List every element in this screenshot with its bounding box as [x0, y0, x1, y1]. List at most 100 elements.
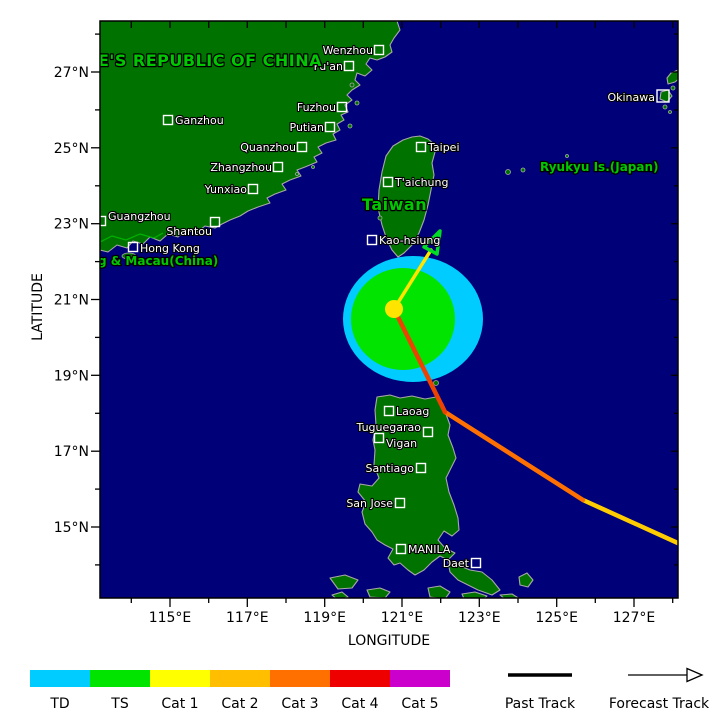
legend-swatch-cat1	[150, 670, 210, 687]
city-marker-fuan	[343, 60, 355, 72]
legend-label: Cat 1	[161, 696, 198, 710]
islet	[311, 165, 315, 169]
y-tick-label: 27°N	[54, 65, 89, 81]
city-label: Kao-hsiung	[379, 234, 440, 247]
city-label: Zhangzhou	[210, 161, 272, 174]
landmass-hongkong-island	[121, 252, 137, 260]
past-track-segment-1	[580, 497, 678, 546]
y-tick-label: 25°N	[54, 141, 89, 157]
islet	[295, 172, 299, 176]
islet	[347, 123, 353, 129]
x-axis: 115°E 117°E 119°E 121°E 123°E 125°E 127°…	[149, 610, 656, 649]
city-markers	[100, 44, 670, 569]
city-marker-daet	[470, 557, 482, 569]
x-tick-label: 123°E	[458, 610, 501, 626]
legend-label: TD	[49, 696, 69, 710]
city-label: Ganzhou	[175, 114, 224, 127]
island-se	[518, 572, 534, 588]
island-bottom-4	[427, 585, 451, 598]
city-marker-yunxiao	[247, 183, 259, 195]
region-label-hk-macau: g & Macau(China)	[98, 254, 218, 268]
city-label: Wenzhou	[323, 44, 373, 57]
city-label: Okinawa	[607, 91, 655, 104]
city-label: Tuguegarao	[356, 421, 422, 434]
x-tick-label: 125°E	[535, 610, 578, 626]
x-tick-label: 115°E	[149, 610, 192, 626]
city-label: MANILA	[408, 543, 451, 556]
x-tick-label: 117°E	[226, 610, 269, 626]
islet-babuyan	[433, 380, 439, 386]
legend-swatch-td	[30, 670, 90, 687]
city-label: Fu'an	[314, 60, 343, 73]
landmass-taiwan	[377, 135, 436, 258]
region-label-taiwan: Taiwan	[362, 195, 427, 214]
forecast-track-line	[392, 248, 433, 311]
y-axis-title: LATITUDE	[30, 273, 46, 341]
city-label: Guangzhou	[108, 210, 171, 223]
x-tick-label: 121°E	[381, 610, 424, 626]
city-label: T'aichung	[394, 176, 449, 189]
legend-label: Cat 4	[341, 696, 378, 710]
city-marker-putian	[324, 121, 336, 133]
y-tick-label: 21°N	[54, 293, 89, 309]
legend-label: TS	[110, 696, 129, 710]
islet-pescadores	[377, 215, 383, 221]
y-tick-label: 19°N	[54, 368, 89, 384]
province-boundary-line	[100, 232, 164, 243]
city-marker-taichung	[382, 176, 394, 188]
city-label: Vigan	[386, 437, 417, 450]
axis-ticks	[91, 21, 678, 607]
island-bottom-3	[366, 587, 391, 598]
city-marker-laoag	[383, 405, 395, 417]
map-border	[99, 20, 679, 599]
city-marker-shantou	[209, 216, 221, 228]
y-tick-label: 15°N	[54, 520, 89, 536]
city-label: Daet	[443, 557, 470, 570]
legend-label: Cat 5	[401, 696, 438, 710]
map-canvas: Wenzhou Fu'an Fuzhou Putian Quanzhou Zha…	[98, 21, 678, 598]
forecast-track-legend-arrow-icon	[686, 667, 704, 683]
city-label: Shantou	[166, 225, 212, 238]
city-marker-wenzhou	[373, 44, 385, 56]
city-label: San Jose	[346, 497, 393, 510]
islet-ryukyu	[520, 167, 526, 173]
city-label: Hong Kong	[140, 242, 200, 255]
city-label: Yunxiao	[204, 183, 248, 196]
storm-current-position-dot	[385, 300, 403, 318]
city-labels: Wenzhou Fu'an Fuzhou Putian Quanzhou Zha…	[107, 43, 656, 571]
region-label-ryukyu: Ryukyu Is.(Japan)	[540, 160, 659, 174]
city-marker-fuzhou	[336, 101, 348, 113]
island-bottom-5	[461, 591, 488, 598]
island-bottom-6	[499, 593, 520, 598]
legend-label: Cat 3	[281, 696, 318, 710]
city-marker-hongkong	[127, 241, 139, 253]
islet-ryukyu	[565, 154, 569, 158]
city-marker-kaohsiung	[366, 234, 378, 246]
city-marker-taipei	[415, 141, 427, 153]
legend-swatch-cat2	[210, 670, 270, 687]
past-track-legend-label: Past Track	[505, 696, 576, 710]
city-marker-santiago	[415, 462, 427, 474]
city-label: Taipei	[427, 141, 460, 154]
x-axis-title: LONGITUDE	[348, 633, 430, 649]
legend-swatch-cat5	[390, 670, 450, 687]
city-marker-guangzhou	[100, 215, 107, 227]
city-label: Laoag	[396, 405, 429, 418]
landmass-bicol	[447, 561, 501, 596]
city-marker-manila	[395, 543, 407, 555]
city-marker-quanzhou	[296, 141, 308, 153]
city-label: Quanzhou	[240, 141, 296, 154]
city-marker-tuguegarao	[422, 426, 434, 438]
island-bottom-2	[331, 591, 349, 598]
landmass-okinawa	[666, 69, 678, 85]
city-marker-zhangzhou	[272, 161, 284, 173]
forecast-arrowhead-icon	[422, 229, 442, 256]
y-tick-label: 17°N	[54, 444, 89, 460]
city-marker-okinawa	[656, 89, 670, 103]
islet	[668, 110, 672, 114]
past-track-segment-3	[391, 306, 448, 415]
legend-swatch-cat3	[270, 670, 330, 687]
y-axis: 27°N 25°N 23°N 21°N 19°N 17°N 15°N LATIT…	[30, 65, 89, 536]
past-track-segment-2	[442, 409, 586, 503]
